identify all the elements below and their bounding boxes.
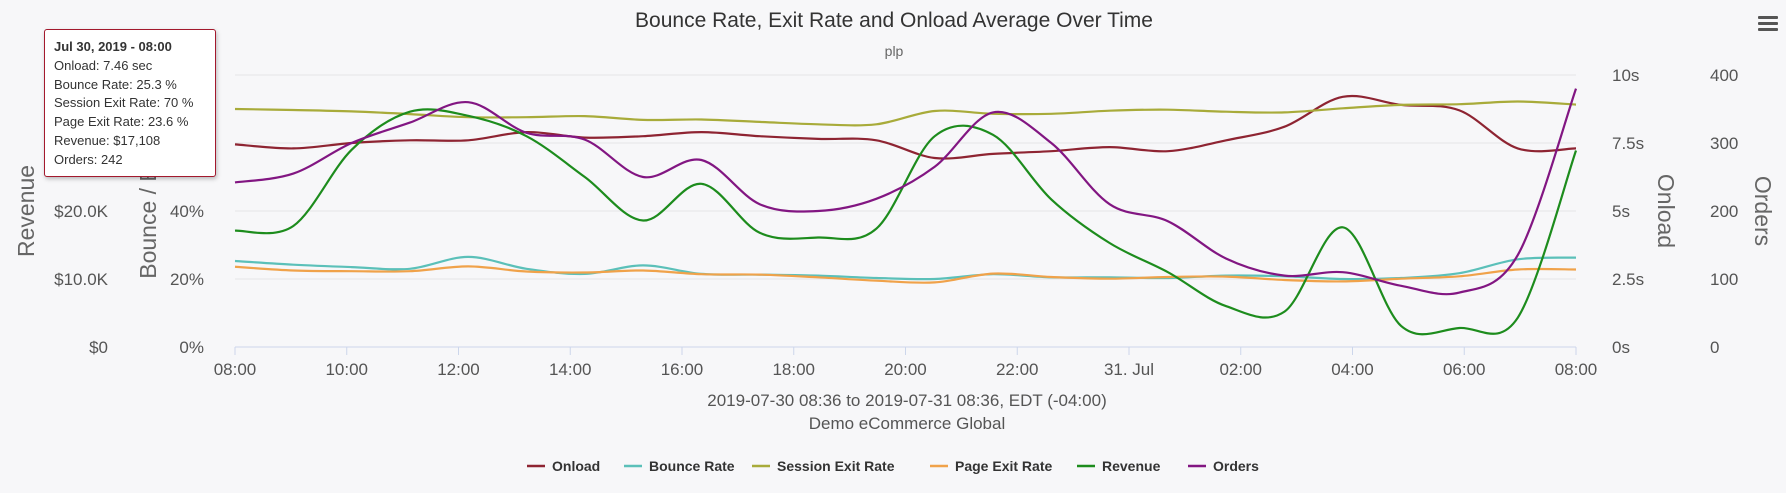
onload-tick-label: 2.5s xyxy=(1612,270,1644,289)
legend-label: Orders xyxy=(1213,458,1259,474)
orders-tick-label: 0 xyxy=(1710,338,1719,357)
x-tick-label: 22:00 xyxy=(996,360,1039,379)
legend-label: Page Exit Rate xyxy=(955,458,1052,474)
x-tick-label: 08:00 xyxy=(214,360,257,379)
series-line-page-exit-rate xyxy=(234,265,1577,284)
x-tick-label: 02:00 xyxy=(1219,360,1262,379)
chart-title: Bounce Rate, Exit Rate and Onload Averag… xyxy=(635,9,1153,32)
onload-tick-label: 10s xyxy=(1612,66,1639,85)
caption-site: Demo eCommerce Global xyxy=(809,414,1006,433)
legend-label: Bounce Rate xyxy=(649,458,735,474)
x-tick-label: 31. Jul xyxy=(1104,360,1154,379)
revenue-tick-label: $10.0K xyxy=(54,270,109,289)
bounce-tick-label: 20% xyxy=(170,270,204,289)
onload-tick-label: 0s xyxy=(1612,338,1630,357)
revenue-tick-label: $0 xyxy=(89,338,108,357)
tooltip-line-orders: Orders: 242 xyxy=(54,151,123,167)
x-tick-label: 04:00 xyxy=(1331,360,1374,379)
legend-label: Onload xyxy=(552,458,600,474)
series-line-revenue xyxy=(234,108,1578,336)
x-tick-label: 16:00 xyxy=(661,360,704,379)
tooltip-title: Jul 30, 2019 - 08:00 xyxy=(54,39,172,54)
orders-axis-label: Orders xyxy=(1750,176,1776,246)
legend-item-session-exit-rate[interactable]: Session Exit Rate xyxy=(752,458,895,474)
onload-tick-label: 5s xyxy=(1612,202,1630,221)
onload-axis-label: Onload xyxy=(1653,174,1679,248)
x-tick-label: 20:00 xyxy=(884,360,927,379)
revenue-axis-label: Revenue xyxy=(13,165,39,257)
revenue-tick-label: $20.0K xyxy=(54,202,109,221)
legend-item-orders[interactable]: Orders xyxy=(1188,458,1259,474)
series-line-orders xyxy=(234,88,1578,296)
tooltip-line-bounce-rate: Bounce Rate: 25.3 % xyxy=(54,76,177,92)
orders-tick-label: 100 xyxy=(1710,270,1738,289)
legend-item-revenue[interactable]: Revenue xyxy=(1077,458,1161,474)
orders-tick-label: 200 xyxy=(1710,202,1738,221)
legend-label: Revenue xyxy=(1102,458,1161,474)
orders-tick-label: 400 xyxy=(1710,66,1738,85)
tooltip: Jul 30, 2019 - 08:00 Onload: 7.46 sec Bo… xyxy=(44,29,216,177)
legend-item-onload[interactable]: Onload xyxy=(527,458,600,474)
bounce-tick-label: 40% xyxy=(170,202,204,221)
series-line-onload xyxy=(234,94,1577,160)
x-tick-label: 12:00 xyxy=(437,360,480,379)
chart-menu-icon[interactable] xyxy=(1758,16,1778,34)
caption-range: 2019-07-30 08:36 to 2019-07-31 08:36, ED… xyxy=(707,391,1106,410)
series-line-bounce-rate xyxy=(234,255,1577,281)
x-tick-label: 10:00 xyxy=(325,360,368,379)
orders-tick-label: 300 xyxy=(1710,134,1738,153)
legend-item-bounce-rate[interactable]: Bounce Rate xyxy=(624,458,735,474)
onload-tick-label: 7.5s xyxy=(1612,134,1644,153)
x-tick-label: 18:00 xyxy=(772,360,815,379)
chart-subtitle: plp xyxy=(885,43,904,59)
tooltip-line-session-exit-rate: Session Exit Rate: 70 % xyxy=(54,95,194,111)
x-tick-label: 14:00 xyxy=(549,360,592,379)
tooltip-line-onload: Onload: 7.46 sec xyxy=(54,57,153,73)
x-tick-label: 06:00 xyxy=(1443,360,1486,379)
tooltip-line-revenue: Revenue: $17,108 xyxy=(54,132,161,148)
series-line-session-exit-rate xyxy=(234,100,1577,127)
bounce-tick-label: 0% xyxy=(179,338,204,357)
legend-item-page-exit-rate[interactable]: Page Exit Rate xyxy=(930,458,1052,474)
x-tick-label: 08:00 xyxy=(1555,360,1598,379)
legend-label: Session Exit Rate xyxy=(777,458,895,474)
tooltip-line-page-exit-rate: Page Exit Rate: 23.6 % xyxy=(54,114,189,130)
